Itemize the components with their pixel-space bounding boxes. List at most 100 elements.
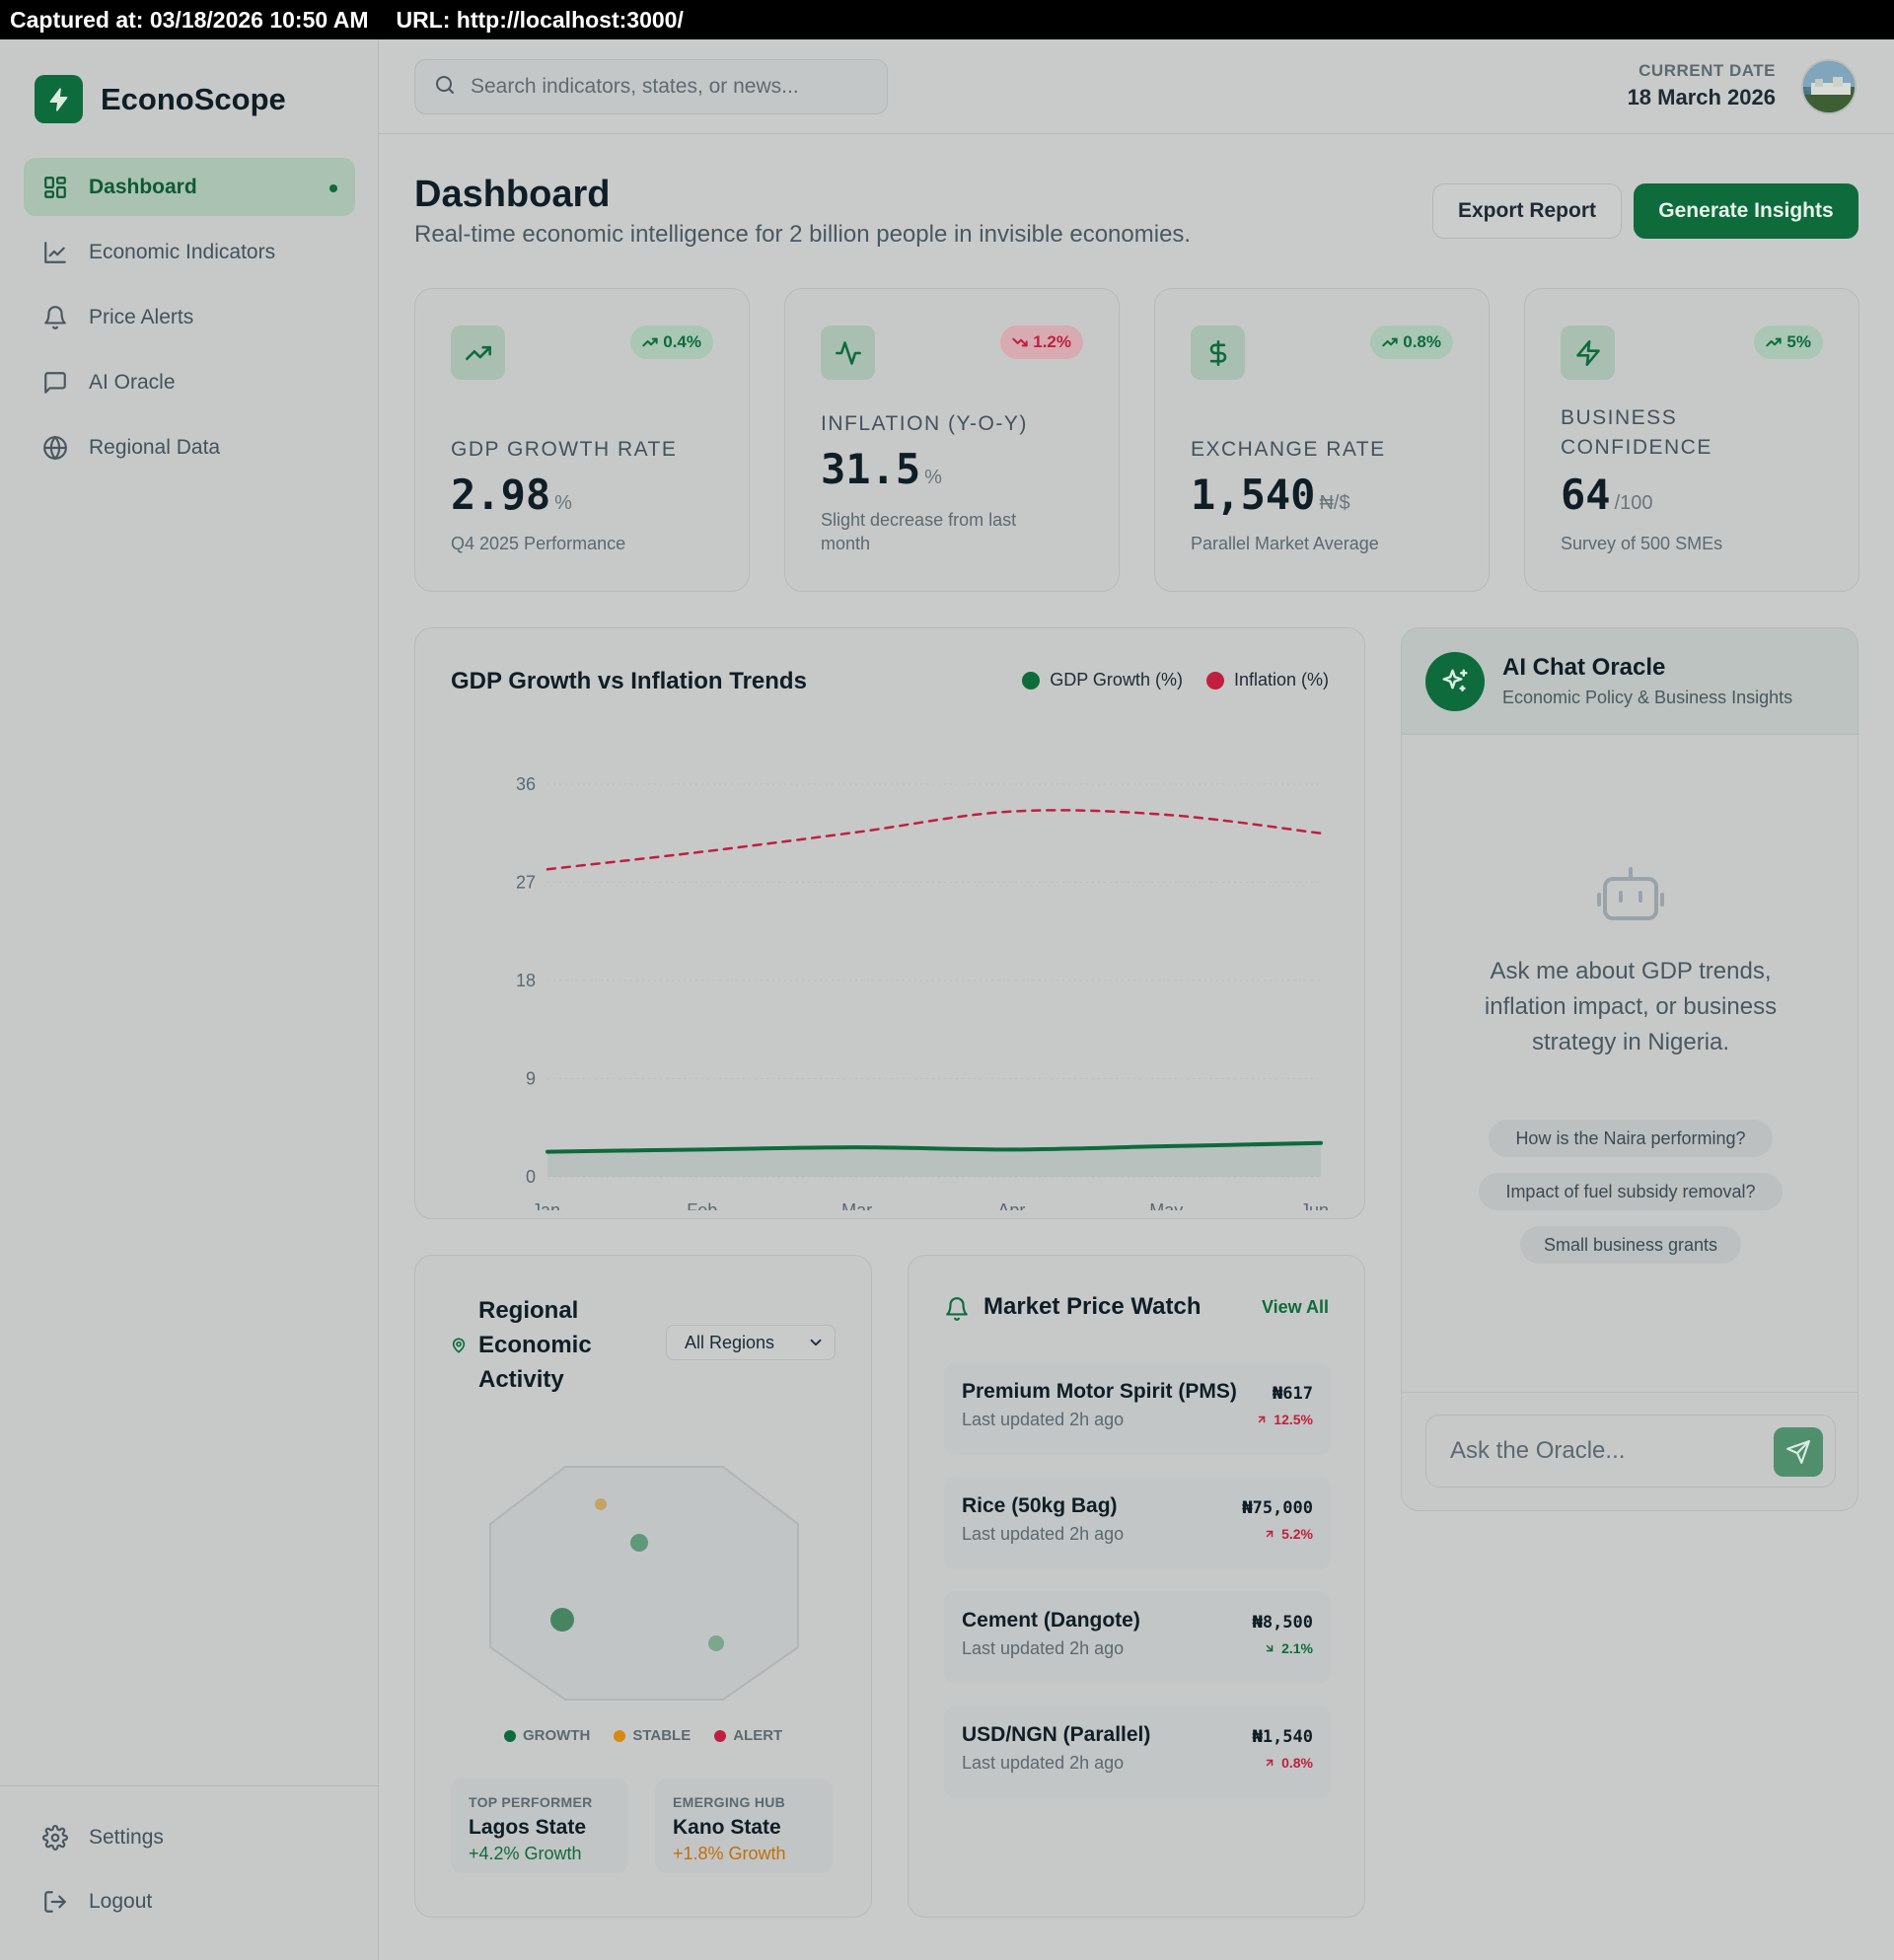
legend-swatch bbox=[504, 1729, 516, 1742]
change-value: 5.2% bbox=[1281, 1526, 1313, 1542]
change-value: 2.1% bbox=[1281, 1640, 1313, 1656]
item-name: Cement (Dangote) bbox=[962, 1609, 1140, 1632]
item-updated: Last updated 2h ago bbox=[962, 1753, 1125, 1773]
trend-chart: 0 9 18 27 36 Jan Feb Mar Apr May Jun bbox=[516, 774, 1329, 1210]
search-box[interactable] bbox=[414, 59, 888, 114]
market-price-card: Market Price Watch View All Premium Moto… bbox=[908, 1255, 1365, 1918]
top-performer-card[interactable]: TOP PERFORMER Lagos State +4.2% Growth bbox=[451, 1779, 628, 1873]
sidebar-item-dashboard[interactable]: Dashboard bbox=[24, 158, 355, 216]
bolt-logo-icon bbox=[35, 75, 83, 123]
suggestion-chip[interactable]: Small business grants bbox=[1520, 1226, 1741, 1264]
data-point bbox=[1009, 1147, 1013, 1151]
chart-title: GDP Growth vs Inflation Trends bbox=[451, 668, 807, 694]
item-price: ₦8,500 bbox=[1252, 1613, 1313, 1633]
market-item[interactable]: USD/NGN (Parallel) Last updated 2h ago ₦… bbox=[944, 1706, 1331, 1798]
change-value: 1.2% bbox=[1033, 332, 1071, 351]
growth-marker[interactable] bbox=[708, 1635, 724, 1651]
export-report-button[interactable]: Export Report bbox=[1432, 183, 1622, 239]
sidebar-item-label: Regional Data bbox=[89, 435, 221, 459]
growth-marker[interactable] bbox=[550, 1608, 574, 1632]
kpi-number: 1,540 bbox=[1191, 471, 1316, 519]
market-item[interactable]: Cement (Dangote) Last updated 2h ago ₦8,… bbox=[944, 1591, 1331, 1684]
change-value: 12.5% bbox=[1274, 1412, 1313, 1427]
active-indicator bbox=[329, 184, 337, 192]
arrow-down-icon bbox=[1012, 337, 1028, 347]
sidebar-item-label: Settings bbox=[89, 1825, 164, 1849]
oracle-input-box[interactable] bbox=[1425, 1415, 1836, 1488]
market-item[interactable]: Premium Motor Spirit (PMS) Last updated … bbox=[944, 1362, 1331, 1455]
sidebar-item-ai-oracle[interactable]: AI Oracle bbox=[24, 353, 355, 411]
data-point bbox=[1164, 1144, 1168, 1148]
item-price: ₦75,000 bbox=[1242, 1498, 1313, 1518]
sidebar-item-logout[interactable]: Logout bbox=[24, 1872, 354, 1930]
market-item[interactable]: Rice (50kg Bag) Last updated 2h ago ₦75,… bbox=[944, 1477, 1331, 1569]
emerging-hub-card[interactable]: EMERGING HUB Kano State +1.8% Growth bbox=[655, 1779, 833, 1873]
change-value: 5% bbox=[1786, 332, 1811, 351]
send-icon bbox=[1786, 1440, 1810, 1464]
brand[interactable]: EconoScope bbox=[35, 75, 286, 123]
bell-icon bbox=[944, 1296, 970, 1327]
kpi-card-gdp: 0.4% GDP Growth Rate 2.98% Q4 2025 Perfo… bbox=[414, 288, 750, 592]
suggestion-chip[interactable]: How is the Naira performing? bbox=[1489, 1120, 1773, 1157]
send-button[interactable] bbox=[1774, 1427, 1823, 1477]
item-change: 2.1% bbox=[1264, 1640, 1313, 1656]
legend-swatch bbox=[1022, 671, 1041, 690]
kpi-value: 2.98% bbox=[451, 471, 572, 519]
item-change: 5.2% bbox=[1264, 1526, 1313, 1542]
regional-legend: GROWTH STABLE ALERT bbox=[504, 1727, 782, 1744]
market-title: Market Price Watch bbox=[983, 1293, 1202, 1320]
capture-timestamp: Captured at: 03/18/2026 10:50 AM bbox=[10, 6, 369, 33]
legend-item-inflation[interactable]: Inflation (%) bbox=[1205, 670, 1329, 690]
kpi-value: 1,540 ₦/$ bbox=[1191, 471, 1350, 519]
sidebar-item-settings[interactable]: Settings bbox=[24, 1808, 354, 1866]
sidebar-item-regional-data[interactable]: Regional Data bbox=[24, 418, 355, 476]
kpi-label: Business Confidence bbox=[1561, 406, 1712, 459]
sidebar-item-price-alerts[interactable]: Price Alerts bbox=[24, 288, 355, 346]
data-point bbox=[855, 831, 859, 835]
gear-icon bbox=[41, 1824, 69, 1851]
legend-stable: STABLE bbox=[614, 1727, 691, 1744]
regional-map bbox=[489, 1466, 799, 1701]
oracle-input[interactable] bbox=[1450, 1437, 1746, 1465]
item-change: 0.8% bbox=[1264, 1755, 1313, 1771]
sidebar-item-label: Price Alerts bbox=[89, 305, 194, 328]
kpi-note: Slight decrease from last month bbox=[821, 510, 1017, 553]
data-point bbox=[700, 850, 704, 854]
generate-insights-button[interactable]: Generate Insights bbox=[1634, 183, 1858, 239]
data-point bbox=[546, 867, 549, 871]
logout-icon bbox=[41, 1888, 69, 1916]
legend-swatch bbox=[1205, 671, 1224, 690]
region-select[interactable]: All Regions bbox=[666, 1325, 836, 1360]
bell-icon bbox=[41, 304, 69, 331]
x-tick-label: Jan bbox=[532, 1200, 560, 1210]
suggestion-chip[interactable]: Impact of fuel subsidy removal? bbox=[1479, 1173, 1783, 1210]
data-point bbox=[1319, 832, 1323, 835]
y-tick-label: 0 bbox=[526, 1167, 536, 1187]
legend-swatch bbox=[714, 1729, 727, 1742]
growth-marker[interactable] bbox=[630, 1534, 648, 1552]
sidebar-item-label: Dashboard bbox=[89, 175, 197, 198]
sidebar-item-economic-indicators[interactable]: Economic Indicators bbox=[24, 223, 355, 281]
perf-name: Lagos State bbox=[469, 1816, 587, 1839]
brand-name: EconoScope bbox=[101, 81, 286, 116]
perf-value: +1.8% Growth bbox=[673, 1844, 786, 1863]
view-all-link[interactable]: View All bbox=[1261, 1297, 1329, 1317]
legend-item-gdp[interactable]: GDP Growth (%) bbox=[1022, 670, 1183, 690]
trending-up-icon bbox=[451, 326, 505, 380]
trend-chart-card: GDP Growth vs Inflation Trends GDP Growt… bbox=[414, 627, 1365, 1219]
arrow-up-icon bbox=[1382, 337, 1398, 347]
series-line-1 bbox=[546, 1140, 1323, 1154]
kpi-unit: % bbox=[554, 492, 572, 514]
data-point bbox=[1164, 813, 1168, 817]
change-badge: 0.8% bbox=[1370, 326, 1453, 359]
sidebar-item-label: Economic Indicators bbox=[89, 240, 276, 263]
search-input[interactable] bbox=[471, 75, 865, 99]
change-badge: 0.4% bbox=[630, 326, 713, 359]
user-avatar[interactable] bbox=[1801, 59, 1857, 114]
data-point bbox=[1009, 810, 1013, 814]
perf-name: Kano State bbox=[673, 1816, 781, 1839]
oracle-subtitle: Economic Policy & Business Insights bbox=[1502, 688, 1793, 707]
stable-marker[interactable] bbox=[595, 1498, 607, 1510]
change-value: 0.4% bbox=[663, 332, 701, 351]
capture-bar: Captured at: 03/18/2026 10:50 AM URL: ht… bbox=[0, 0, 1894, 39]
